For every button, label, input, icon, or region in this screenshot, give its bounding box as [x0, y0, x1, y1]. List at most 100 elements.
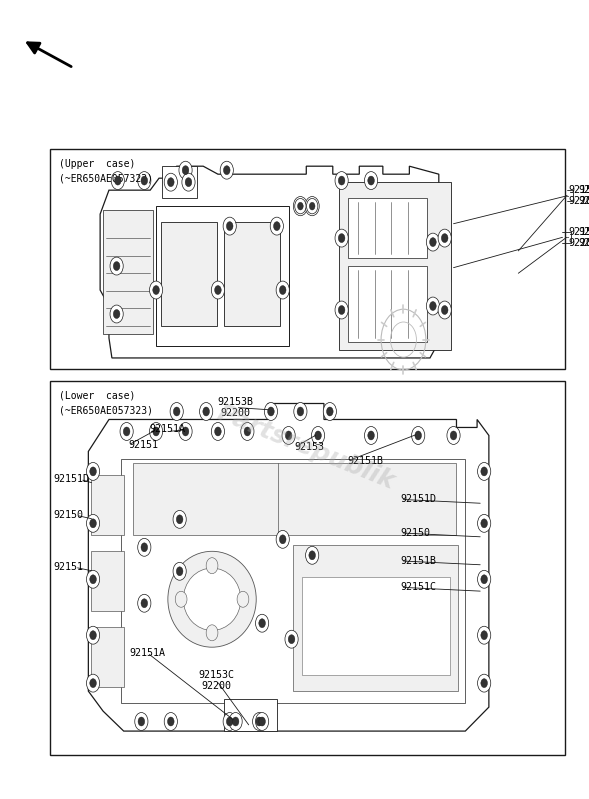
Circle shape — [150, 423, 163, 440]
Bar — [224, 699, 277, 731]
Bar — [156, 206, 289, 346]
Circle shape — [447, 427, 460, 444]
Circle shape — [179, 161, 192, 179]
Bar — [302, 577, 449, 675]
Circle shape — [176, 566, 183, 576]
Circle shape — [173, 407, 180, 416]
Circle shape — [164, 713, 177, 730]
Circle shape — [323, 403, 336, 420]
Circle shape — [368, 176, 375, 185]
Circle shape — [305, 197, 319, 216]
Circle shape — [220, 161, 233, 179]
Circle shape — [135, 713, 148, 730]
Circle shape — [138, 717, 145, 726]
Circle shape — [90, 467, 97, 476]
Text: 92200A: 92200A — [578, 197, 589, 206]
Circle shape — [441, 233, 448, 243]
Circle shape — [110, 305, 123, 323]
Circle shape — [182, 427, 189, 436]
Circle shape — [478, 674, 491, 692]
Circle shape — [114, 176, 121, 185]
Circle shape — [141, 543, 148, 552]
Text: 92151B: 92151B — [401, 556, 436, 566]
Bar — [348, 266, 427, 342]
Circle shape — [173, 511, 186, 528]
Circle shape — [185, 177, 192, 187]
Circle shape — [203, 407, 210, 416]
Circle shape — [326, 407, 333, 416]
Circle shape — [294, 198, 306, 214]
Circle shape — [412, 427, 425, 444]
Circle shape — [138, 172, 151, 189]
Circle shape — [229, 713, 242, 730]
Circle shape — [164, 173, 177, 191]
Circle shape — [288, 634, 295, 644]
Bar — [339, 182, 451, 350]
Circle shape — [120, 423, 133, 440]
Text: 92151B: 92151B — [348, 456, 383, 466]
Circle shape — [153, 285, 160, 295]
Text: 92200A: 92200A — [568, 238, 589, 248]
Circle shape — [309, 202, 315, 210]
Text: 92200A: 92200A — [578, 238, 589, 248]
Circle shape — [279, 535, 286, 544]
Circle shape — [211, 423, 224, 440]
Circle shape — [441, 305, 448, 315]
Circle shape — [176, 591, 187, 607]
Circle shape — [226, 717, 233, 726]
Circle shape — [214, 285, 221, 295]
Circle shape — [153, 427, 160, 436]
Circle shape — [312, 427, 325, 444]
Text: 92153: 92153 — [294, 443, 325, 452]
Circle shape — [111, 172, 124, 189]
Circle shape — [87, 515, 100, 532]
Bar — [348, 198, 427, 258]
Bar — [50, 149, 565, 369]
Circle shape — [338, 305, 345, 315]
Circle shape — [285, 431, 292, 440]
Circle shape — [426, 297, 439, 315]
Text: (~ER650AE057323): (~ER650AE057323) — [59, 173, 154, 184]
Bar — [162, 166, 197, 198]
Circle shape — [226, 221, 233, 231]
Bar — [161, 222, 217, 326]
Circle shape — [232, 717, 239, 726]
Circle shape — [90, 630, 97, 640]
Circle shape — [87, 626, 100, 644]
Bar — [293, 545, 458, 691]
Circle shape — [315, 431, 322, 440]
Circle shape — [309, 551, 316, 560]
Circle shape — [200, 403, 213, 420]
Bar — [224, 222, 280, 326]
Text: 92151D: 92151D — [401, 495, 436, 504]
Text: 92200A: 92200A — [568, 197, 589, 206]
Text: (~ER650AE057323): (~ER650AE057323) — [59, 405, 154, 415]
Text: 92153A: 92153A — [578, 185, 589, 195]
Circle shape — [276, 281, 289, 299]
Text: 92151: 92151 — [53, 562, 83, 572]
Circle shape — [450, 431, 457, 440]
Circle shape — [182, 165, 189, 175]
Circle shape — [481, 678, 488, 688]
Circle shape — [368, 431, 375, 440]
Circle shape — [241, 423, 254, 440]
Circle shape — [438, 301, 451, 319]
Text: Partsrepublik: Partsrepublik — [214, 401, 399, 494]
Circle shape — [253, 713, 266, 730]
Text: 92153: 92153 — [568, 227, 589, 237]
Circle shape — [259, 618, 266, 628]
Ellipse shape — [168, 551, 256, 647]
Circle shape — [90, 519, 97, 528]
Circle shape — [415, 431, 422, 440]
Text: 92200: 92200 — [202, 682, 231, 691]
Circle shape — [478, 626, 491, 644]
Text: 92153: 92153 — [578, 227, 589, 237]
Text: 92150: 92150 — [401, 528, 431, 538]
Circle shape — [481, 574, 488, 584]
Circle shape — [223, 165, 230, 175]
Circle shape — [426, 233, 439, 251]
Circle shape — [478, 570, 491, 588]
Circle shape — [170, 403, 183, 420]
Bar — [91, 551, 124, 611]
Circle shape — [113, 309, 120, 319]
